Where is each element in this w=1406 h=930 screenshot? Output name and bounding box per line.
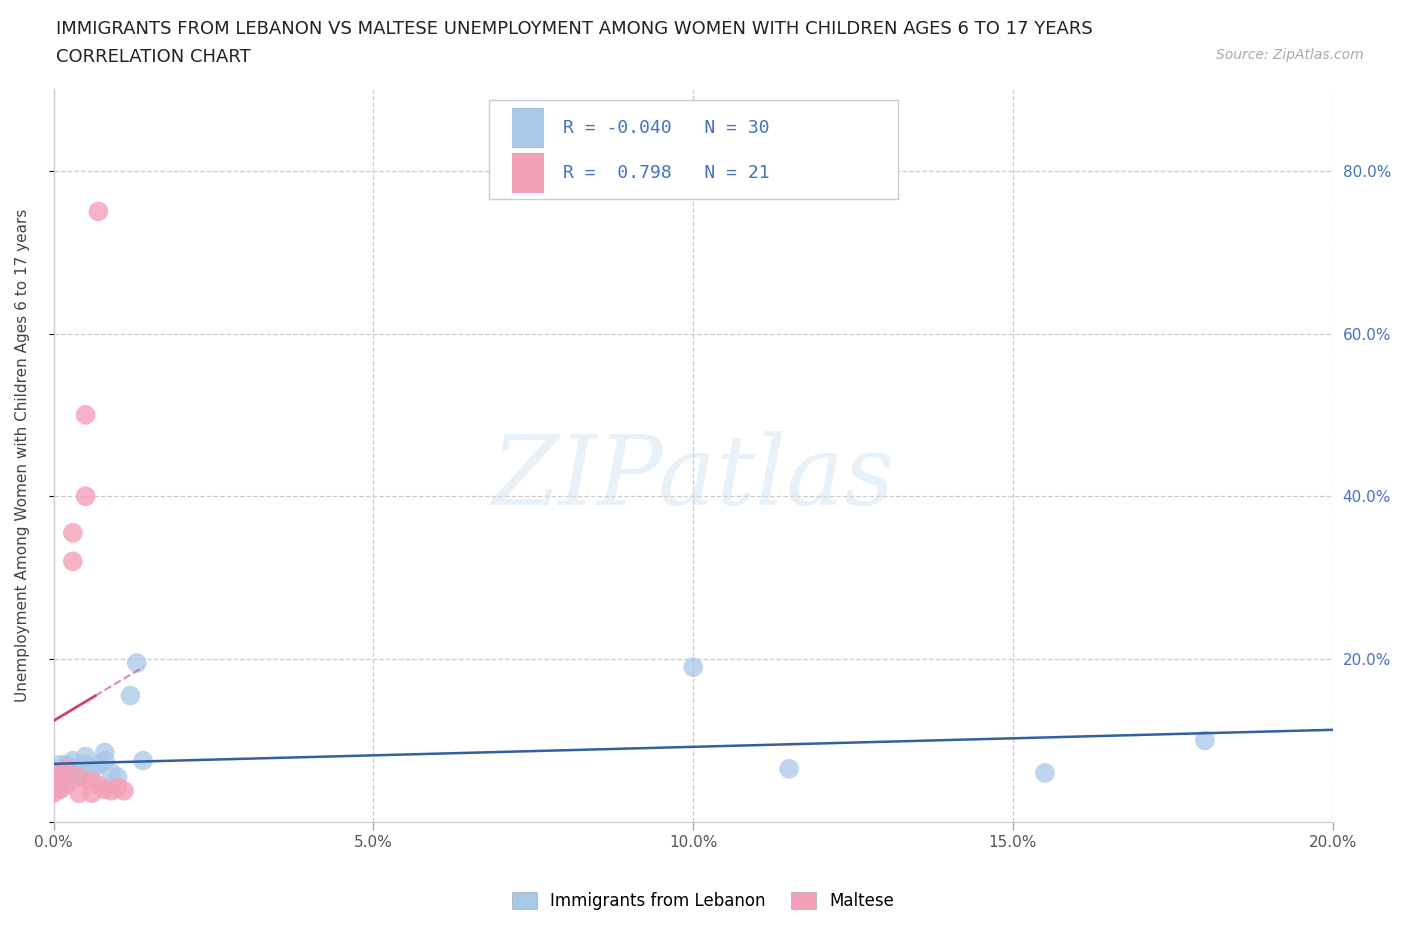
Point bbox=[75, 750, 97, 764]
Text: R = -0.040   N = 30: R = -0.040 N = 30 bbox=[562, 119, 769, 137]
Point bbox=[62, 753, 84, 768]
Point bbox=[132, 753, 155, 768]
Point bbox=[1033, 765, 1056, 780]
Point bbox=[80, 786, 103, 801]
Point bbox=[55, 774, 77, 789]
Point bbox=[100, 783, 122, 798]
Point bbox=[62, 762, 84, 777]
Point bbox=[55, 757, 77, 772]
Point bbox=[55, 777, 77, 792]
Point bbox=[100, 765, 122, 780]
Point bbox=[120, 688, 142, 703]
Point bbox=[49, 782, 72, 797]
Point bbox=[87, 777, 110, 792]
Text: IMMIGRANTS FROM LEBANON VS MALTESE UNEMPLOYMENT AMONG WOMEN WITH CHILDREN AGES 6: IMMIGRANTS FROM LEBANON VS MALTESE UNEMP… bbox=[56, 20, 1092, 38]
Point bbox=[75, 489, 97, 504]
Bar bbox=[512, 108, 544, 148]
Point bbox=[62, 769, 84, 784]
Y-axis label: Unemployment Among Women with Children Ages 6 to 17 years: Unemployment Among Women with Children A… bbox=[15, 209, 30, 702]
FancyBboxPatch shape bbox=[488, 100, 898, 199]
Point bbox=[94, 745, 117, 760]
Point bbox=[778, 762, 800, 777]
Point bbox=[80, 762, 103, 777]
Point bbox=[49, 774, 72, 789]
Point bbox=[55, 762, 77, 777]
Point bbox=[49, 765, 72, 780]
Point bbox=[94, 782, 117, 797]
Point bbox=[67, 786, 90, 801]
Point bbox=[49, 782, 72, 797]
Text: R =  0.798   N = 21: R = 0.798 N = 21 bbox=[562, 165, 769, 182]
Text: ZIPatlas: ZIPatlas bbox=[492, 431, 894, 525]
Bar bbox=[512, 153, 544, 193]
Point bbox=[49, 765, 72, 780]
Point bbox=[67, 762, 90, 777]
Point bbox=[75, 757, 97, 772]
Point bbox=[80, 774, 103, 789]
Point bbox=[49, 757, 72, 772]
Point bbox=[682, 659, 704, 674]
Point bbox=[67, 769, 90, 784]
Point bbox=[62, 525, 84, 540]
Text: CORRELATION CHART: CORRELATION CHART bbox=[56, 48, 252, 66]
Point bbox=[42, 786, 65, 801]
Point bbox=[42, 777, 65, 792]
Point bbox=[87, 757, 110, 772]
Text: Source: ZipAtlas.com: Source: ZipAtlas.com bbox=[1216, 48, 1364, 62]
Point bbox=[42, 769, 65, 784]
Point bbox=[62, 554, 84, 569]
Point bbox=[1194, 733, 1216, 748]
Point bbox=[75, 765, 97, 780]
Legend: Immigrants from Lebanon, Maltese: Immigrants from Lebanon, Maltese bbox=[505, 885, 901, 917]
Point bbox=[75, 407, 97, 422]
Point bbox=[112, 783, 135, 798]
Point bbox=[49, 769, 72, 784]
Point bbox=[94, 753, 117, 768]
Point bbox=[107, 769, 129, 784]
Point bbox=[125, 656, 148, 671]
Point bbox=[55, 765, 77, 780]
Point bbox=[67, 769, 90, 784]
Point bbox=[107, 780, 129, 795]
Point bbox=[42, 774, 65, 789]
Point bbox=[87, 204, 110, 219]
